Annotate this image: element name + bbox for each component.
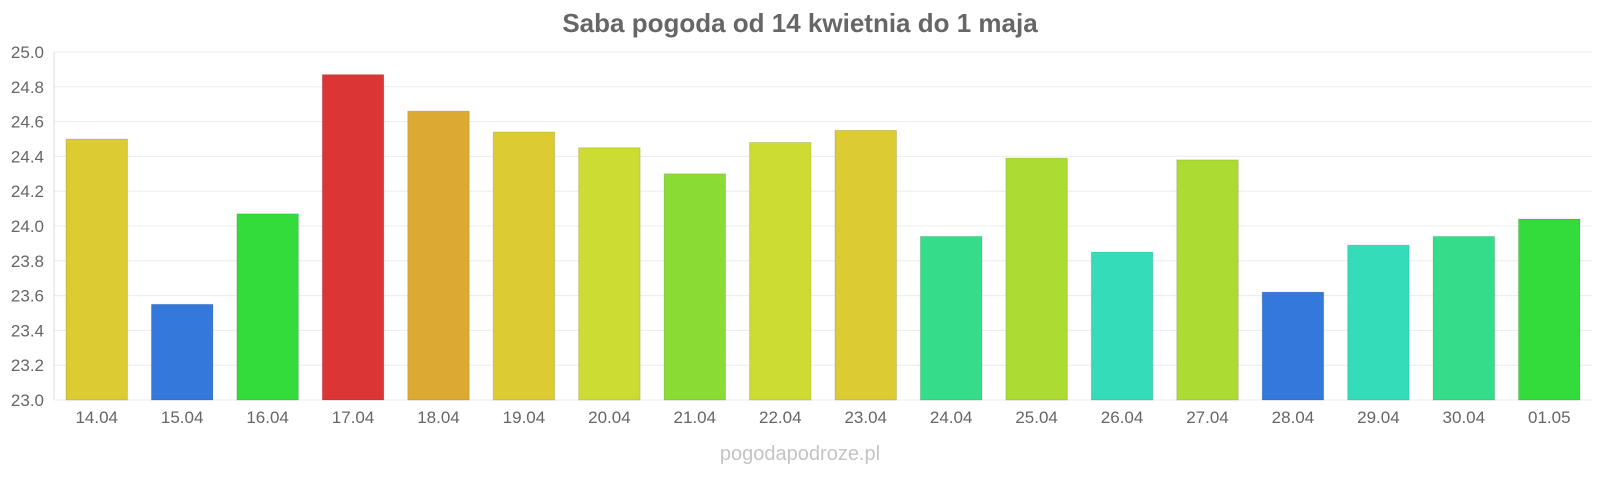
bar-20.04: [578, 147, 641, 401]
x-tick-label: 30.04: [1443, 408, 1486, 427]
y-tick-label: 25.0: [11, 43, 44, 62]
bar-27.04: [1176, 159, 1239, 401]
bar-26.04: [1090, 251, 1154, 401]
x-tick-label: 29.04: [1357, 408, 1400, 427]
y-tick-label: 24.0: [11, 217, 44, 236]
bar-24.04: [919, 235, 983, 401]
bar-18.04: [407, 110, 470, 401]
chart-title: Saba pogoda od 14 kwietnia do 1 maja: [562, 8, 1038, 38]
y-tick-label: 23.0: [11, 391, 44, 410]
x-tick-label: 17.04: [332, 408, 375, 427]
y-tick-label: 24.4: [11, 147, 44, 166]
x-tick-label: 20.04: [588, 408, 631, 427]
bar-29.04: [1347, 244, 1410, 401]
grid-lines: [54, 51, 1592, 401]
bar-15.04: [150, 303, 214, 401]
x-axis-ticks: 14.04 15.04 16.04 17.04 18.04 19.04 20.04 21.04…: [75, 408, 1570, 427]
y-tick-label: 23.6: [11, 287, 44, 306]
bar-23.04: [834, 129, 897, 401]
x-tick-label: 27.04: [1186, 408, 1229, 427]
bar-14.04: [65, 138, 128, 401]
y-tick-label: 23.4: [11, 321, 44, 340]
y-axis-ticks: 25.0 24.8 24.6 24.4 24.2 24.0 23.8 23.6 23.4 23.2…: [11, 43, 44, 410]
x-tick-label: 26.04: [1101, 408, 1144, 427]
x-tick-label: 15.04: [161, 408, 204, 427]
y-tick-label: 24.2: [11, 182, 44, 201]
bar-30.04: [1432, 235, 1496, 401]
bar-16.04: [236, 213, 299, 401]
x-tick-label: 14.04: [75, 408, 118, 427]
x-tick-label: 16.04: [246, 408, 289, 427]
bar-17.04: [321, 74, 385, 401]
y-tick-label: 23.2: [11, 356, 44, 375]
bar-19.04: [492, 131, 556, 401]
bar-28.04: [1261, 291, 1325, 401]
x-tick-label: 21.04: [674, 408, 717, 427]
y-tick-label: 23.8: [11, 252, 44, 271]
x-tick-label: 22.04: [759, 408, 802, 427]
bar-25.04: [1005, 157, 1068, 401]
watermark: pogodapodroze.pl: [720, 443, 880, 465]
x-tick-label: 19.04: [503, 408, 546, 427]
x-tick-label: 23.04: [844, 408, 887, 427]
bar-21.04: [663, 173, 727, 401]
bars: [65, 74, 1581, 401]
x-tick-label: 01.05: [1528, 408, 1571, 427]
y-tick-label: 24.8: [11, 78, 44, 97]
bar-01.05: [1518, 218, 1581, 401]
x-tick-label: 28.04: [1272, 408, 1315, 427]
x-tick-label: 18.04: [417, 408, 460, 427]
x-tick-label: 24.04: [930, 408, 973, 427]
bar-22.04: [749, 141, 812, 401]
x-tick-label: 25.04: [1015, 408, 1058, 427]
y-tick-label: 24.6: [11, 113, 44, 132]
